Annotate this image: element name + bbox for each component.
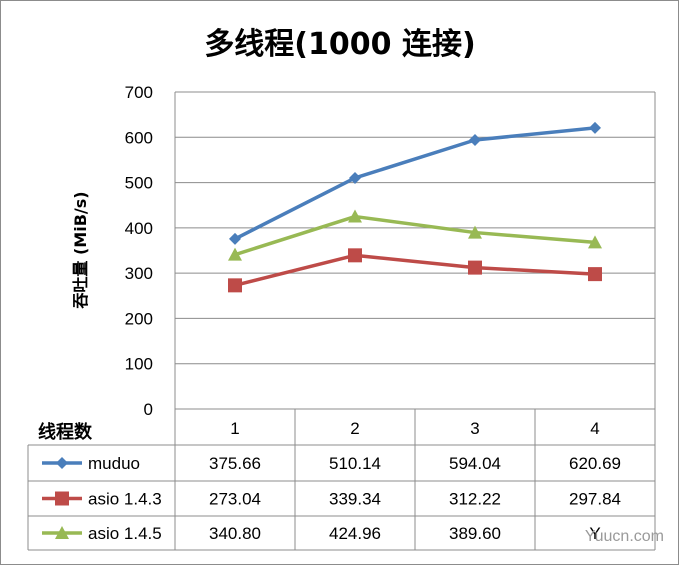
y-tick-500: 500 <box>125 174 153 193</box>
point-muduo-1 <box>229 232 241 245</box>
point-asio-1-4-3-1 <box>228 278 242 293</box>
point-asio-1-4-5-2 <box>348 209 362 223</box>
y-tick-700: 700 <box>125 83 153 102</box>
series-line-asio-1-4-5 <box>234 214 596 257</box>
series-line-muduo <box>234 126 596 241</box>
x-axis-label: 线程数 <box>38 421 93 443</box>
point-asio-1-4-5-4 <box>588 235 602 249</box>
legend-label-muduo: muduo <box>88 454 140 473</box>
value-muduo-3: 594.04 <box>449 454 501 473</box>
value-muduo-4: 620.69 <box>569 454 621 473</box>
value-asio-1-4-3-4: 297.84 <box>569 490 621 509</box>
legend-marker-muduo <box>56 457 68 469</box>
legend-marker-asio-1-4-5 <box>55 526 69 539</box>
series-markers <box>228 121 602 293</box>
data-table <box>27 409 656 551</box>
watermark: Yuucn.com <box>585 528 664 545</box>
table-values: 375.66 510.14 594.04 620.69 273.04 339.34 312.… <box>209 454 621 543</box>
point-asio-1-4-3-4 <box>588 267 602 282</box>
point-asio-1-4-3-2 <box>348 248 362 263</box>
legend-marker-asio-1-4-3 <box>55 491 69 506</box>
y-axis-label: 吞吐量 (MiB/s) <box>71 191 90 308</box>
point-asio-1-4-5-3 <box>468 225 482 239</box>
chart-title: 多线程(1000 连接) <box>204 27 475 62</box>
series-line-asio-1-4-3 <box>234 253 596 288</box>
value-asio-1-4-3-3: 312.22 <box>449 490 501 509</box>
series-legend-cells: muduo asio 1.4.3 asio 1.4.5 <box>42 454 162 543</box>
legend-label-asio-1-4-5: asio 1.4.5 <box>88 524 162 543</box>
y-tick-200: 200 <box>125 309 153 328</box>
x-tick-3: 3 <box>470 419 479 438</box>
y-tick-600: 600 <box>125 128 153 147</box>
point-asio-1-4-3-3 <box>468 260 482 275</box>
value-muduo-2: 510.14 <box>329 454 381 473</box>
x-tick-labels: 1 2 3 4 <box>230 419 599 438</box>
value-asio-1-4-5-2: 424.96 <box>329 524 381 543</box>
value-asio-1-4-5-3: 389.60 <box>449 524 501 543</box>
point-muduo-2 <box>349 171 361 184</box>
x-tick-2: 2 <box>350 419 359 438</box>
y-tick-300: 300 <box>125 264 153 283</box>
value-asio-1-4-3-2: 339.34 <box>329 490 381 509</box>
y-tick-labels: 0 100 200 300 400 500 600 700 <box>125 83 153 419</box>
y-tick-0: 0 <box>144 400 153 419</box>
value-asio-1-4-5-1: 340.80 <box>209 524 261 543</box>
x-tick-1: 1 <box>230 419 239 438</box>
point-muduo-3 <box>469 133 481 146</box>
y-tick-400: 400 <box>125 219 153 238</box>
value-asio-1-4-5-4: Y <box>589 524 600 543</box>
point-muduo-4 <box>589 121 601 134</box>
series-lines <box>234 126 596 288</box>
value-asio-1-4-3-1: 273.04 <box>209 490 261 509</box>
x-tick-4: 4 <box>590 419 599 438</box>
point-asio-1-4-5-1 <box>228 247 242 261</box>
value-muduo-1: 375.66 <box>209 454 261 473</box>
legend-label-asio-1-4-3: asio 1.4.3 <box>88 490 162 509</box>
y-tick-100: 100 <box>125 355 153 374</box>
